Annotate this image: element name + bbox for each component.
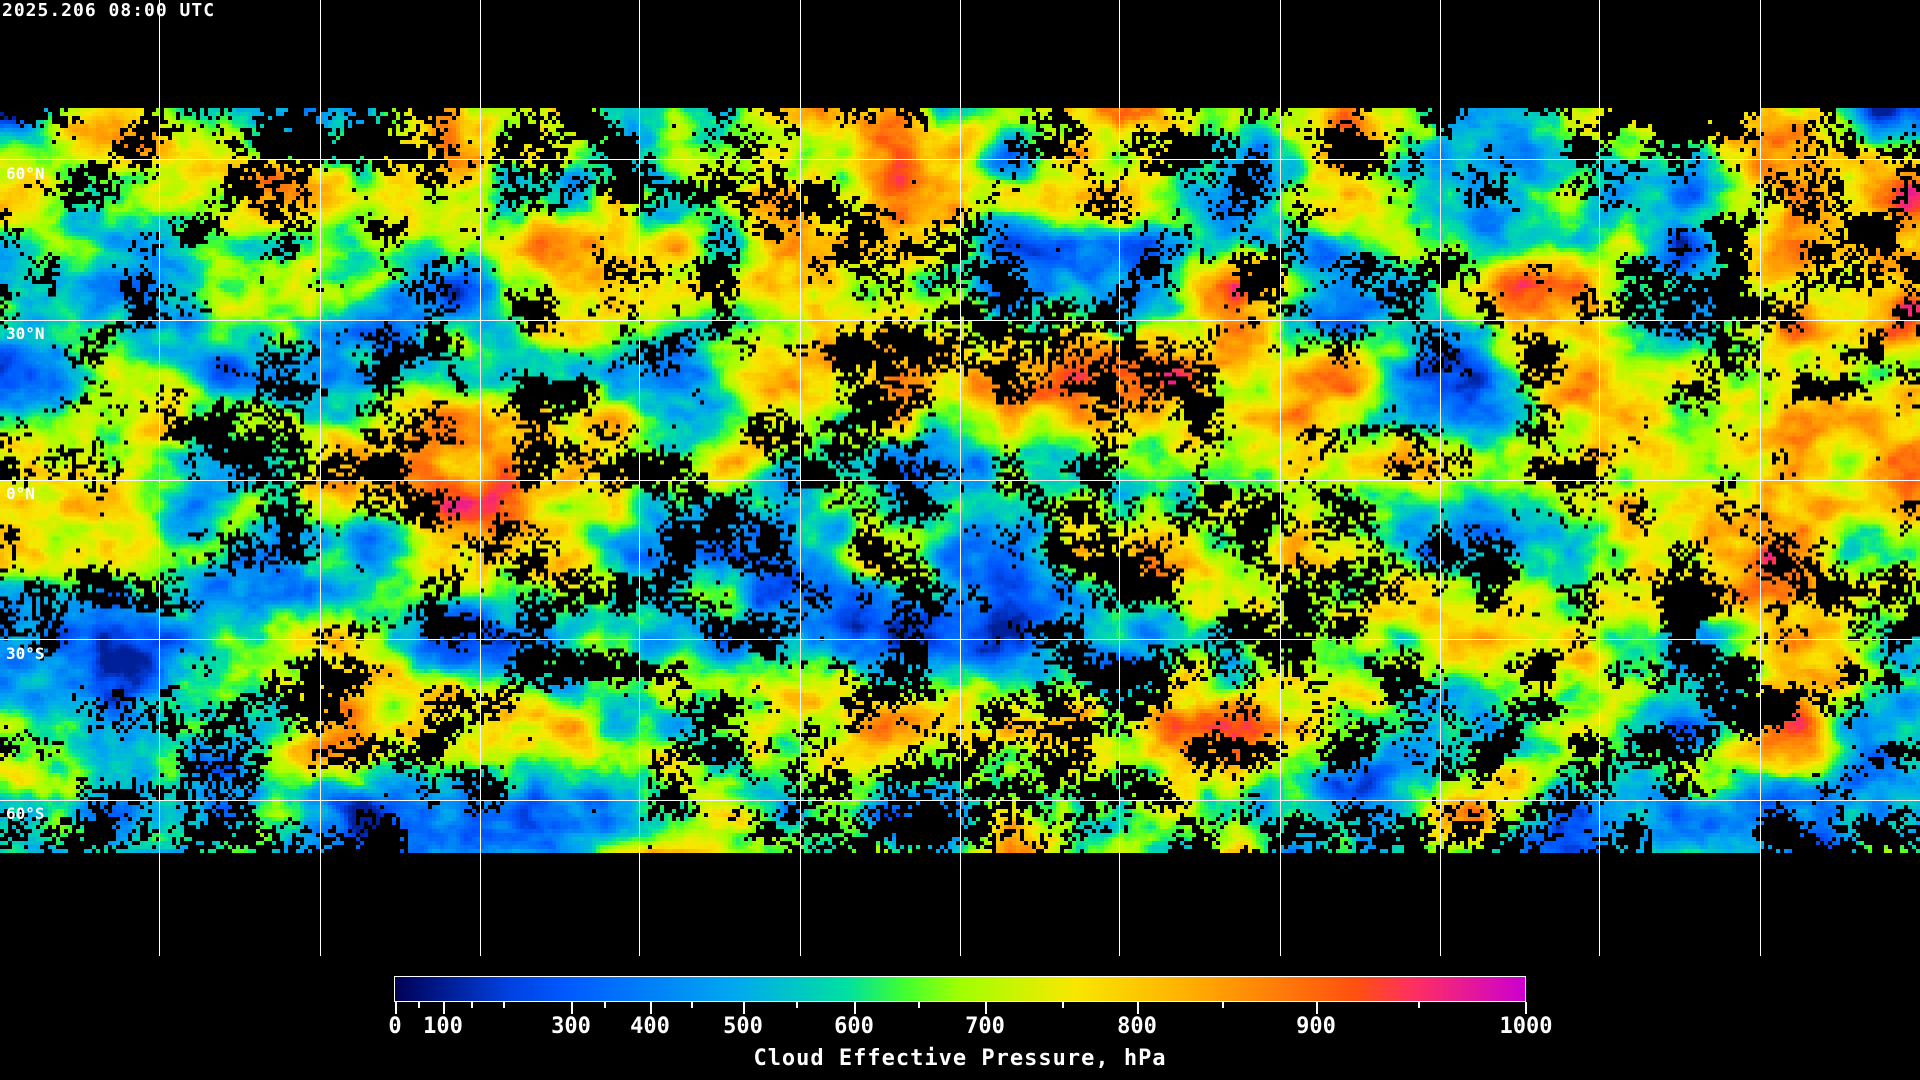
parallel-line — [0, 159, 1920, 160]
colorbar-minor-tick — [471, 1002, 473, 1008]
colorbar-major-tick — [1137, 1002, 1139, 1014]
timestamp: 2025.206 08:00 UTC — [2, 0, 216, 21]
colorbar-major-tick — [985, 1002, 987, 1014]
lat-label-30s: 30°S — [6, 644, 45, 663]
lat-label-60s: 60°S — [6, 804, 45, 823]
tick-label-800: 800 — [1117, 1014, 1157, 1039]
colorbar-minor-tick — [418, 1002, 420, 1008]
parallel-line — [0, 480, 1920, 481]
meridian-line — [960, 0, 961, 956]
colorbar-major-tick — [1525, 1002, 1527, 1014]
tick-label-100: 100 — [423, 1014, 463, 1039]
tick-label-300: 300 — [551, 1014, 591, 1039]
meridian-line — [159, 0, 160, 956]
tick-label-700: 700 — [965, 1014, 1005, 1039]
meridian-line — [1440, 0, 1441, 956]
colorbar-minor-tick — [796, 1002, 798, 1008]
colorbar-title: Cloud Effective Pressure, hPa — [753, 1046, 1167, 1071]
cloud-pressure-map: 60°N 30°N 0°N 30°S 60°S 2025.206 08:00 U… — [0, 0, 1920, 956]
tick-label-400: 400 — [630, 1014, 670, 1039]
colorbar-minor-tick — [1418, 1002, 1420, 1008]
colorbar-minor-tick — [604, 1002, 606, 1008]
parallel-line — [0, 320, 1920, 321]
colorbar-major-tick — [1316, 1002, 1318, 1014]
lat-label-0n: 0°N — [6, 484, 35, 503]
tick-label-600: 600 — [834, 1014, 874, 1039]
meridian-line — [320, 0, 321, 956]
colorbar-minor-tick — [691, 1002, 693, 1008]
colorbar-major-tick — [443, 1002, 445, 1014]
colorbar — [394, 976, 1526, 1002]
parallel-line — [0, 639, 1920, 640]
colorbar-minor-tick — [918, 1002, 920, 1008]
meridian-line — [639, 0, 640, 956]
meridian-line — [1599, 0, 1600, 956]
colorbar-major-tick — [650, 1002, 652, 1014]
lat-label-30n: 30°N — [6, 324, 45, 343]
tick-label-1000: 1000 — [1499, 1014, 1553, 1039]
tick-label-500: 500 — [723, 1014, 763, 1039]
colorbar-major-tick — [743, 1002, 745, 1014]
meridian-line — [480, 0, 481, 956]
tick-label-0: 0 — [388, 1014, 402, 1039]
colorbar-minor-tick — [1222, 1002, 1224, 1008]
colorbar-minor-tick — [503, 1002, 505, 1008]
lat-label-60n: 60°N — [6, 164, 45, 183]
meridian-line — [800, 0, 801, 956]
parallel-line — [0, 800, 1920, 801]
colorbar-minor-tick — [1062, 1002, 1064, 1008]
tick-label-900: 900 — [1296, 1014, 1336, 1039]
meridian-line — [1760, 0, 1761, 956]
meridian-line — [1280, 0, 1281, 956]
colorbar-major-tick — [395, 1002, 397, 1014]
colorbar-major-tick — [854, 1002, 856, 1014]
colorbar-major-tick — [571, 1002, 573, 1014]
meridian-line — [1119, 0, 1120, 956]
